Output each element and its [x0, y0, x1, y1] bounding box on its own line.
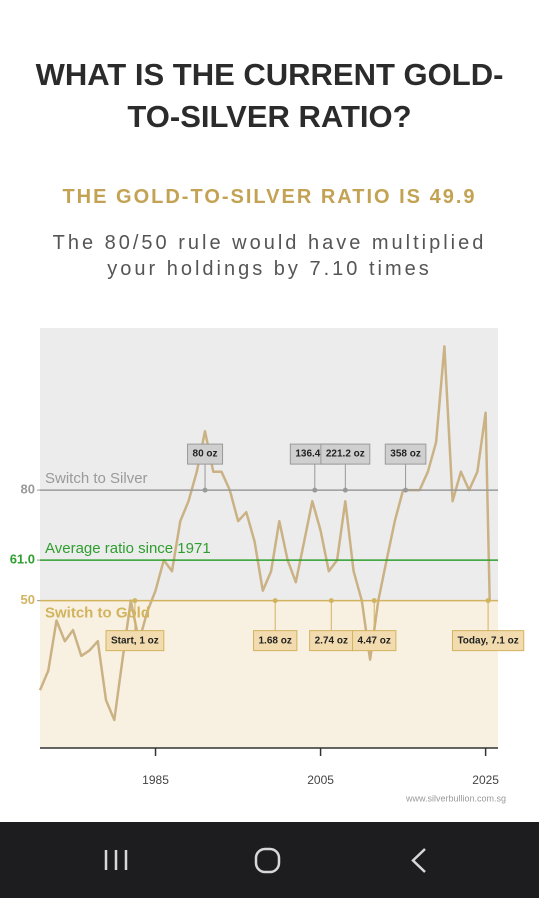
- annotation: Today, 7.1 oz: [451, 630, 525, 652]
- annotation: Start, 1 oz: [105, 630, 165, 652]
- x-tick-label: 1985: [142, 773, 169, 787]
- annotation: 2.74 oz: [309, 630, 354, 652]
- annotation-point: [371, 598, 377, 604]
- annotation-label: Today, 7.1 oz: [457, 635, 518, 646]
- description: The 80/50 rule would have multiplied you…: [52, 232, 487, 280]
- gold-zone: [40, 600, 498, 748]
- x-tick-label: 2005: [307, 773, 334, 787]
- annotation-box: [384, 443, 427, 465]
- annotation-box: [451, 630, 525, 652]
- annotation-label: 136.4 oz: [295, 449, 334, 460]
- annotation-box: [320, 443, 371, 465]
- annotation-point: [272, 598, 278, 604]
- subtitle: THE GOLD-TO-SILVER RATIO IS 49.9: [62, 186, 477, 208]
- annotation-point: [312, 487, 318, 493]
- annotation-label: Start, 1 oz: [111, 635, 159, 646]
- annotation-box: [105, 630, 165, 652]
- y-tick-label: 50: [21, 592, 35, 607]
- y-tick-label: 61.0: [10, 552, 35, 567]
- back-button[interactable]: [411, 848, 426, 873]
- annotation-label: 1.68 oz: [259, 635, 292, 646]
- annotation-label: 221.2 oz: [326, 449, 365, 460]
- annotation-box: [352, 630, 397, 652]
- annotation-point: [342, 487, 348, 493]
- annotation-label: 358 oz: [390, 449, 421, 460]
- annotation-box: [187, 443, 224, 465]
- reference-label: Switch to Gold: [45, 605, 150, 622]
- annotation-box: [253, 630, 298, 652]
- annotation: 221.2 oz: [320, 443, 371, 465]
- home-button[interactable]: [254, 847, 281, 874]
- reference-label: Switch to Silver: [45, 470, 148, 487]
- x-tick-label: 2025: [472, 773, 499, 787]
- annotation-point: [403, 487, 409, 493]
- annotation: 1.68 oz: [253, 630, 298, 652]
- annotation-label: 2.74 oz: [315, 635, 348, 646]
- nav-icons: [104, 847, 426, 874]
- chart: Switch to Silver Average ratio since 1971…: [10, 328, 525, 803]
- annotation-label: 80 oz: [193, 449, 218, 460]
- annotation: 358 oz: [384, 443, 427, 465]
- annotation: 4.47 oz: [352, 630, 397, 652]
- annotation-label: 4.47 oz: [358, 635, 391, 646]
- annotation: 80 oz: [187, 443, 224, 465]
- source: www.silverbullion.com.sg: [405, 793, 506, 803]
- page-title: WHAT IS THE CURRENT GOLD-TO-SILVER RATIO…: [35, 57, 504, 134]
- y-tick-label: 80: [21, 482, 35, 497]
- annotation-point: [202, 487, 208, 493]
- annotation-point: [132, 598, 138, 604]
- annotation-point: [485, 598, 491, 604]
- annotation-point: [328, 598, 334, 604]
- reference-label: Average ratio since 1971: [45, 540, 211, 557]
- navigation-bar: [0, 822, 539, 898]
